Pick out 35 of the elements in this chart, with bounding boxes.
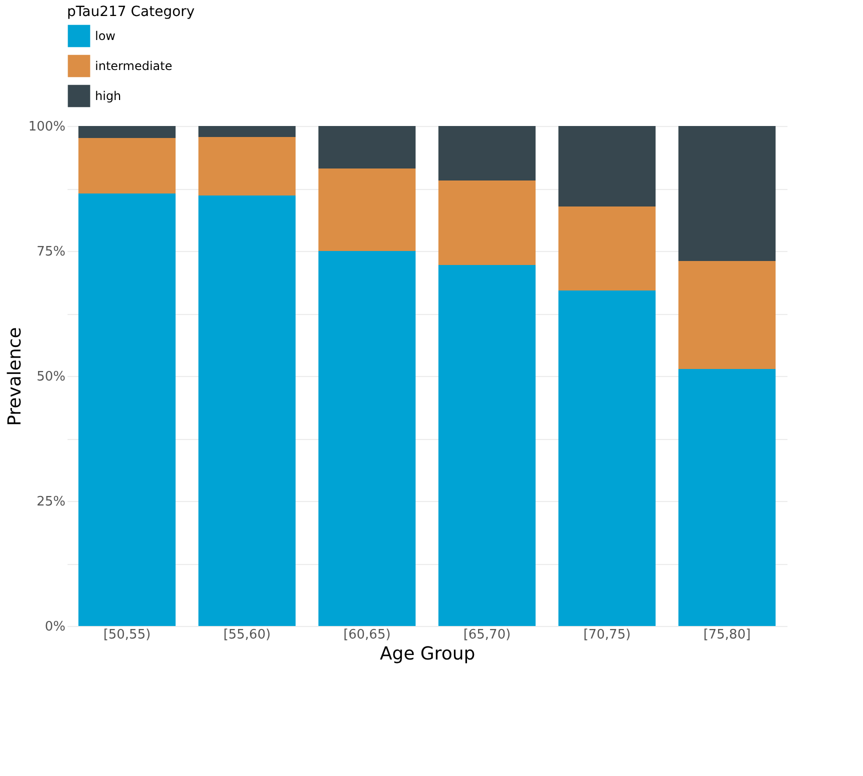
bar [318, 168, 416, 251]
bar [78, 194, 176, 626]
x-axis-title: Age Group [380, 644, 476, 664]
x-tick-label: [55,60) [223, 628, 271, 642]
y-axis-title: Prevalence [4, 327, 26, 426]
x-tick-label: [60,65) [343, 628, 391, 642]
y-tick-label: 50% [36, 370, 66, 384]
bar [318, 251, 416, 626]
x-tick-label: [75,80] [703, 628, 751, 642]
bar [78, 138, 176, 194]
y-tick-label: 75% [36, 244, 66, 260]
bar [78, 126, 176, 138]
x-tick-label: [70,75) [583, 628, 631, 642]
bar [438, 265, 536, 626]
bar [198, 137, 296, 196]
x-tick-label: [50,55) [103, 628, 151, 642]
bar [438, 126, 536, 180]
legend-label: intermediate [95, 59, 172, 73]
legend-label: high [95, 89, 122, 103]
bar [678, 126, 776, 261]
legend-title: pTau217 Category [67, 4, 195, 20]
x-tick-label: [65,70) [463, 628, 511, 642]
y-tick-label: 0% [44, 620, 66, 634]
bar [558, 126, 656, 206]
legend-label: low [95, 29, 116, 43]
bar [558, 290, 656, 626]
y-tick-label: 25% [36, 494, 66, 510]
bar [318, 126, 416, 168]
bar [438, 180, 536, 265]
bar [198, 126, 296, 137]
bar [198, 196, 296, 626]
bar [678, 261, 776, 369]
bar [558, 206, 656, 290]
y-tick-label: 100% [28, 120, 66, 134]
bar [678, 369, 776, 626]
